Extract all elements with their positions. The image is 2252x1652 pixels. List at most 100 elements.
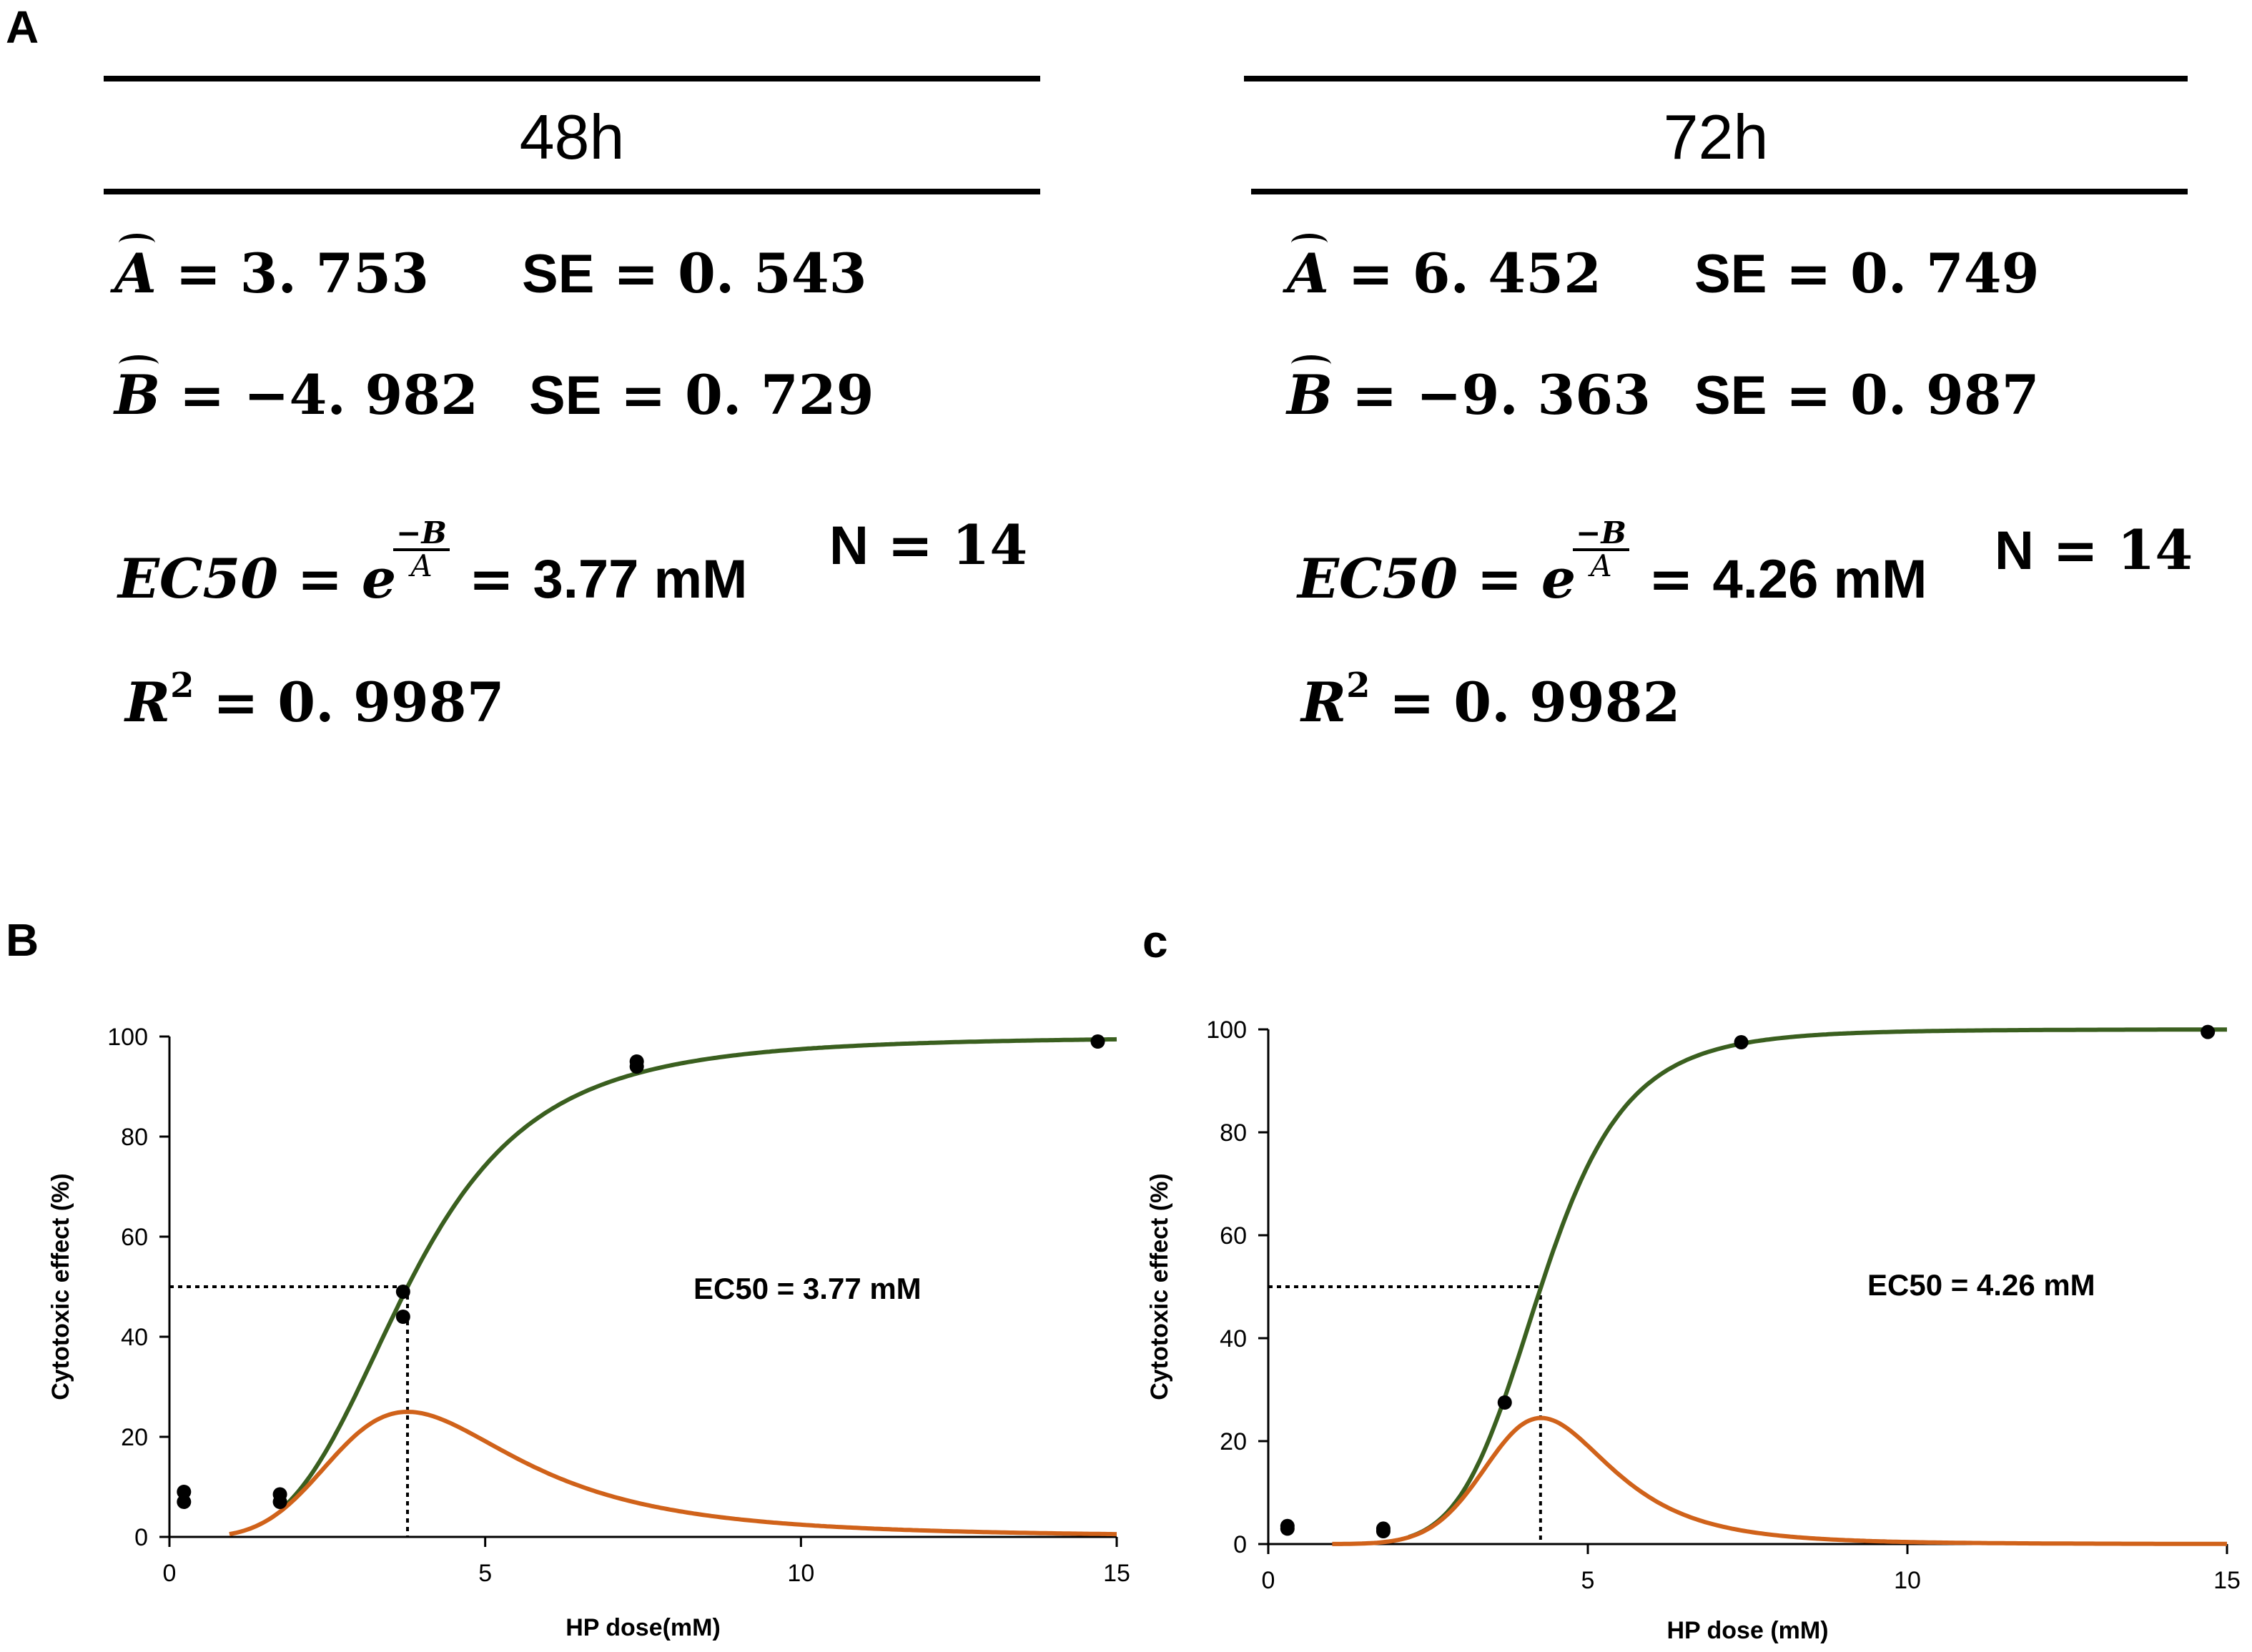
data-point xyxy=(1734,1035,1749,1049)
table-title-48h: 48h xyxy=(519,102,625,172)
sigmoid-curve xyxy=(281,1037,1117,1510)
x-axis-title: HP dose (mM) xyxy=(1666,1617,1828,1644)
n-label: N xyxy=(1995,520,2034,581)
b-hat-equation: B = −4. 982 xyxy=(114,355,478,427)
equals-sign: = xyxy=(1476,547,1523,610)
x-tick-label: 0 xyxy=(1262,1567,1275,1594)
data-point xyxy=(1280,1518,1295,1533)
chart-b: 0 5 10 15 0 20 40 60 80 100 HP dose(mM) Cytotoxic e… xyxy=(47,1024,1130,1641)
x-tick-label: 5 xyxy=(1581,1567,1595,1594)
b-hat-symbol: B xyxy=(114,355,161,427)
b-se-equation: SE = 0. 987 xyxy=(1694,368,2039,423)
equals-sign: = xyxy=(175,242,222,305)
ec50-equation: EC50 = e −B A = 3.77 mM xyxy=(118,518,747,607)
equals-sign: = xyxy=(1785,363,1832,427)
data-point xyxy=(1376,1521,1391,1536)
y-tick-label: 40 xyxy=(121,1324,148,1351)
sigmoid-curve xyxy=(1408,1027,2227,1539)
ec50-label: EC50 xyxy=(1298,547,1458,610)
equals-sign: = xyxy=(1648,547,1694,610)
x-tick-label: 15 xyxy=(1103,1560,1130,1587)
panel-label-a: A xyxy=(6,1,39,53)
data-point xyxy=(272,1487,287,1502)
equals-sign: = xyxy=(1389,671,1435,734)
ec50-value: 4.26 mM xyxy=(1712,549,1927,610)
table-title-72h: 72h xyxy=(1663,102,1769,172)
e-symbol: e xyxy=(1541,547,1576,610)
y-tick-label: 60 xyxy=(1220,1222,1247,1250)
r2-equation: R2 = 0. 9982 xyxy=(1301,668,1681,730)
derivative-curve xyxy=(1332,1415,2227,1546)
y-tick-label: 20 xyxy=(1220,1428,1247,1455)
x-tick-label: 5 xyxy=(478,1560,492,1587)
y-tick-label: 100 xyxy=(1206,1017,1247,1044)
exponent-fraction: −B A xyxy=(393,518,450,581)
b-hat-value: −9. 363 xyxy=(1416,363,1651,427)
equals-sign: = xyxy=(1348,242,1394,305)
equals-sign: = xyxy=(468,547,515,610)
r2-equation: R2 = 0. 9987 xyxy=(125,668,505,730)
derivative-curve xyxy=(229,1409,1117,1537)
table-header-rule xyxy=(104,189,1040,194)
b-se-value: 0. 987 xyxy=(1850,363,2040,427)
exponent-numerator: −B xyxy=(1573,518,1629,551)
y-tick-label: 40 xyxy=(1220,1325,1247,1352)
exponent-numerator: −B xyxy=(393,518,450,551)
y-tick-label: 0 xyxy=(134,1524,148,1551)
ec50-value: 3.77 mM xyxy=(533,549,748,610)
se-label: SE xyxy=(522,244,595,305)
x-axis-title: HP dose(mM) xyxy=(566,1614,721,1641)
y-axis-title: Cytotoxic effect (%) xyxy=(1146,1173,1173,1400)
table-top-rule xyxy=(1244,76,2188,81)
a-se-equation: SE = 0. 543 xyxy=(522,247,866,302)
data-point xyxy=(1497,1395,1512,1410)
b-se-equation: SE = 0. 729 xyxy=(529,368,874,423)
se-label: SE xyxy=(1694,365,1767,426)
y-tick-label: 20 xyxy=(121,1424,148,1451)
a-hat-symbol: A xyxy=(114,234,157,305)
equals-sign: = xyxy=(1351,363,1398,427)
ec50-equation: EC50 = e −B A = 4.26 mM xyxy=(1298,518,1927,607)
ec50-label: EC50 xyxy=(118,547,279,610)
a-se-value: 0. 749 xyxy=(1850,242,2040,305)
equals-sign: = xyxy=(179,363,225,427)
ec50-annotation: EC50 = 4.26 mM xyxy=(1867,1268,2095,1302)
y-tick-label: 80 xyxy=(1220,1119,1247,1147)
b-hat-equation: B = −9. 363 xyxy=(1287,355,1651,427)
equals-sign: = xyxy=(2053,518,2099,582)
ec50-annotation: EC50 = 3.77 mM xyxy=(693,1272,922,1305)
data-point xyxy=(177,1495,192,1509)
se-label: SE xyxy=(529,365,602,426)
data-point xyxy=(1090,1034,1105,1049)
e-symbol: e xyxy=(361,547,397,610)
y-tick-label: 0 xyxy=(1233,1531,1247,1558)
x-tick-label: 15 xyxy=(2213,1567,2241,1594)
data-point xyxy=(395,1285,410,1299)
equals-sign: = xyxy=(613,242,659,305)
chart-c: 0 5 10 15 0 20 40 60 80 100 HP dose (mM) Cytotoxic … xyxy=(1146,1017,2241,1644)
r-symbol: R xyxy=(125,671,171,734)
y-tick-label: 60 xyxy=(121,1224,148,1251)
n-value: 14 xyxy=(2117,518,2193,582)
n-value: 14 xyxy=(952,513,1028,577)
table-top-rule xyxy=(104,76,1040,81)
exponent-denominator: A xyxy=(410,548,433,583)
data-point xyxy=(2201,1024,2216,1039)
exponent-fraction: −B A xyxy=(1573,518,1629,581)
equals-sign: = xyxy=(620,363,666,427)
a-hat-equation: A = 3. 753 xyxy=(114,234,429,305)
se-label: SE xyxy=(1694,244,1767,305)
n-label: N xyxy=(829,515,869,576)
exponent-denominator: A xyxy=(1590,548,1612,583)
a-se-equation: SE = 0. 749 xyxy=(1694,247,2039,302)
x-tick-label: 0 xyxy=(163,1560,177,1587)
b-hat-symbol: B xyxy=(1287,355,1333,427)
panel-label-b: B xyxy=(6,914,39,966)
n-equation: N = 14 xyxy=(829,518,1027,573)
a-hat-value: 3. 753 xyxy=(239,242,430,305)
r2-value: 0. 9987 xyxy=(277,671,505,734)
a-se-value: 0. 543 xyxy=(678,242,867,305)
b-hat-value: −4. 982 xyxy=(243,363,478,427)
a-hat-value: 6. 452 xyxy=(1412,242,1602,305)
